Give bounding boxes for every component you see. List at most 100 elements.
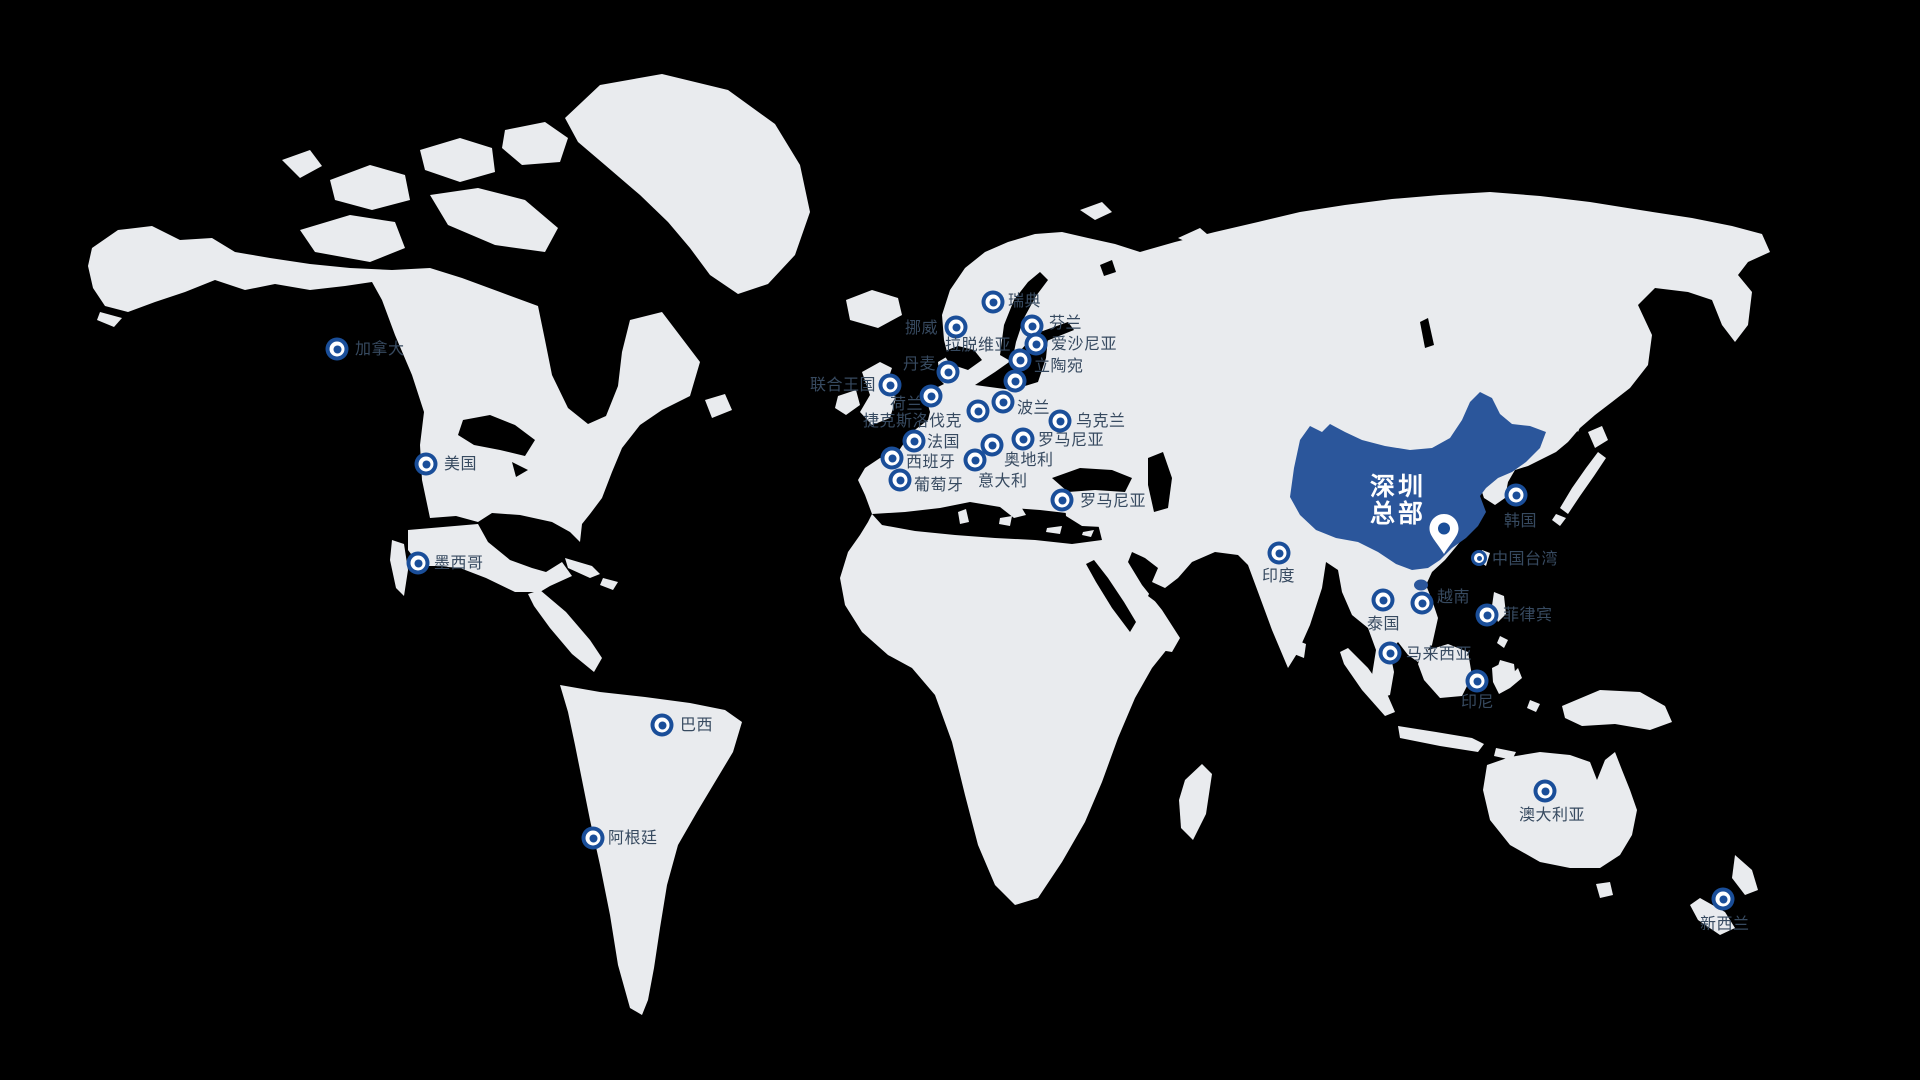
landmass-sri-lanka	[1294, 640, 1306, 658]
location-label-united-kingdom: 联合王国	[810, 377, 877, 394]
location-label-romania-2: 罗马尼亚	[1080, 493, 1147, 510]
landmass-baffin-island	[430, 188, 558, 252]
location-marker-finland	[1020, 314, 1044, 338]
location-label-new-zealand: 新西兰	[1700, 916, 1750, 933]
landmass-tasmania	[1596, 882, 1613, 898]
location-marker-malaysia	[1378, 641, 1402, 665]
water-gulf-of-finland	[1040, 322, 1074, 342]
location-label-lithuania: 立陶宛	[1034, 358, 1084, 375]
landmass-sicily	[999, 516, 1012, 526]
islands-and-peninsulas	[958, 202, 1758, 935]
landmass-java	[1398, 726, 1484, 752]
landmass-arctic-island-3	[420, 138, 495, 182]
location-label-usa: 美国	[444, 456, 478, 473]
landmass-novaya-zemlya-2	[1214, 248, 1238, 266]
landmass-svalbard	[1080, 202, 1112, 220]
location-marker-canada	[325, 337, 349, 361]
landmass-sardinia	[958, 509, 969, 524]
landmass-new-guinea	[1562, 690, 1672, 730]
landmass-newfoundland	[705, 394, 732, 418]
location-marker-latvia	[1003, 369, 1027, 393]
landmass-arctic-island-1	[300, 215, 405, 262]
location-marker-united-kingdom	[878, 373, 902, 397]
landmass-sulawesi	[1492, 662, 1522, 694]
landmass-north-america	[88, 226, 700, 542]
landmass-sumatra	[1340, 648, 1395, 716]
landmass-greenland	[565, 74, 810, 294]
location-label-india: 印度	[1262, 568, 1296, 585]
location-marker-czechoslovakia	[966, 399, 990, 423]
landmass-south-america	[560, 685, 742, 1015]
location-label-thailand: 泰国	[1367, 616, 1401, 633]
location-label-brazil: 巴西	[680, 717, 714, 734]
location-marker-brazil	[650, 713, 674, 737]
water-caspian-sea	[1148, 452, 1172, 512]
location-marker-spain	[880, 446, 904, 470]
location-marker-india	[1267, 541, 1291, 565]
location-marker-romania-2	[1050, 488, 1074, 512]
location-label-canada: 加拿大	[355, 341, 405, 358]
landmass-central-america	[528, 590, 602, 672]
water-red-sea	[1086, 560, 1136, 632]
location-label-philippines: 菲律宾	[1503, 607, 1553, 624]
landmass-hispaniola	[600, 578, 618, 590]
location-marker-portugal	[888, 468, 912, 492]
location-label-italy: 意大利	[978, 473, 1028, 490]
landmass-kyushu	[1552, 514, 1566, 526]
location-marker-poland	[991, 390, 1015, 414]
location-label-denmark: 丹麦	[903, 356, 937, 373]
location-marker-estonia	[1024, 332, 1048, 356]
landmass-anatolia	[1065, 498, 1138, 528]
landmass-visayas	[1497, 636, 1508, 648]
location-label-south-korea: 韩国	[1504, 513, 1538, 530]
location-label-portugal: 葡萄牙	[914, 477, 964, 494]
location-marker-china-taiwan	[1471, 550, 1487, 566]
location-label-indonesia: 印尼	[1461, 694, 1495, 711]
landmass-moluccas	[1527, 700, 1540, 712]
location-label-poland: 波兰	[1017, 400, 1051, 417]
location-label-ukraine: 乌克兰	[1076, 413, 1126, 430]
location-label-netherlands: 荷兰	[890, 396, 924, 413]
location-label-finland: 芬兰	[1049, 315, 1083, 332]
landmass-italy	[968, 458, 1026, 518]
landmass-crete	[1046, 526, 1062, 534]
location-marker-argentina	[581, 826, 605, 850]
landmass-aleutian	[97, 312, 122, 327]
location-marker-vietnam	[1410, 591, 1434, 615]
landmass-eurasia-africa	[840, 192, 1770, 905]
landmass-hokkaido	[1588, 426, 1608, 448]
location-label-australia: 澳大利亚	[1519, 807, 1586, 824]
location-marker-sweden	[981, 290, 1005, 314]
map-pin-icon	[1429, 514, 1459, 554]
location-marker-indonesia	[1465, 669, 1489, 693]
water-black-sea	[1052, 468, 1132, 492]
location-label-norway: 挪威	[905, 320, 939, 337]
location-label-austria: 奥地利	[1004, 452, 1054, 469]
water-white-sea	[1100, 260, 1116, 276]
location-marker-ukraine	[1048, 409, 1072, 433]
landmass-baja-california	[390, 540, 408, 596]
location-marker-france	[902, 429, 926, 453]
location-label-malaysia: 马来西亚	[1406, 646, 1473, 663]
location-marker-romania-1	[1011, 427, 1035, 451]
landmass-mexico	[408, 524, 572, 592]
island-hainan	[1414, 579, 1428, 591]
landmass-cuba	[565, 558, 600, 578]
location-label-china-taiwan: 中国台湾	[1492, 551, 1559, 568]
location-marker-italy	[963, 448, 987, 472]
landmass-arctic-island-5	[282, 150, 322, 178]
location-label-argentina: 阿根廷	[608, 830, 658, 847]
location-label-czechoslovakia: 捷克斯洛伐克	[863, 413, 963, 430]
location-label-france: 法国	[927, 434, 961, 451]
landmass-cyprus	[1082, 530, 1094, 537]
location-marker-netherlands	[919, 384, 943, 408]
country-china	[1290, 392, 1546, 570]
location-marker-norway	[944, 315, 968, 339]
water-mediterranean	[872, 502, 1102, 544]
landmass-novaya-zemlya-1	[1178, 228, 1214, 250]
location-marker-australia	[1533, 779, 1557, 803]
headquarters-label-line2: 总部	[1370, 500, 1427, 528]
location-label-sweden: 瑞典	[1008, 293, 1042, 310]
